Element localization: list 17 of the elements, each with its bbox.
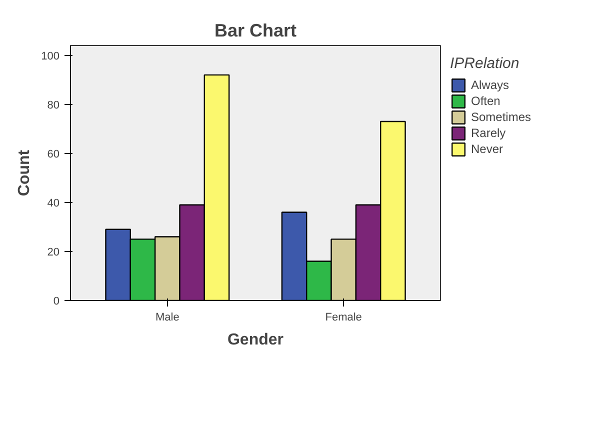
y-tick-label: 0	[53, 296, 60, 308]
x-tick-label: Female	[325, 312, 362, 324]
legend-title: IPRelation	[450, 55, 520, 72]
legend-label: Often	[471, 94, 500, 108]
chart-title: Bar Chart	[214, 20, 297, 40]
y-tick-label: 80	[47, 99, 60, 112]
legend-label: Sometimes	[471, 110, 532, 124]
x-axis-title: Gender	[227, 332, 284, 348]
x-tick-label: Male	[155, 312, 180, 324]
y-tick-label: 100	[41, 50, 60, 62]
y-tick-label: 60	[47, 148, 60, 160]
legend-label: Never	[471, 142, 504, 156]
y-axis-title: Count	[16, 149, 34, 196]
legend-label: Rarely	[471, 126, 506, 140]
legend-label: Always	[471, 78, 510, 92]
y-tick-label: 40	[47, 197, 60, 210]
y-tick-label: 20	[47, 246, 60, 258]
